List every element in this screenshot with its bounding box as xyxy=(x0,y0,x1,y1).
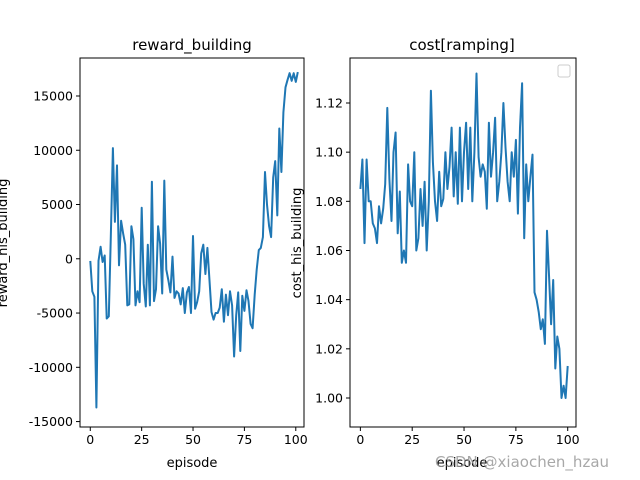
series-line xyxy=(359,72,569,399)
legend-box xyxy=(557,64,571,78)
y-tick-label: 15000 xyxy=(33,88,73,103)
watermark: CSDN @xiaochen_hzau xyxy=(435,453,609,472)
plot-frame xyxy=(79,57,305,428)
x-tick-label: 50 xyxy=(456,432,472,447)
x-tick-label: 75 xyxy=(508,432,524,447)
y-tick-label: 10000 xyxy=(33,143,73,158)
x-axis-label: episode xyxy=(167,456,218,471)
chart-title: reward_building xyxy=(132,36,252,55)
x-tick-label: 25 xyxy=(134,432,150,447)
y-tick-label: 1.10 xyxy=(315,145,343,160)
series-group xyxy=(359,72,569,399)
tick-group: 0 25 50 75 100 -15000 -10000 -5000 0 5000 10000 150… xyxy=(29,88,308,447)
chart-title: cost[ramping] xyxy=(409,36,515,54)
chart-reward-building: reward_building episode reward_his_build… xyxy=(0,36,308,471)
y-tick-label: 5000 xyxy=(41,197,73,212)
y-tick-label: 1.06 xyxy=(315,243,343,258)
x-tick-label: 50 xyxy=(185,432,201,447)
x-tick-label: 100 xyxy=(284,432,308,447)
x-tick-label: 75 xyxy=(236,432,252,447)
y-tick-label: 1.00 xyxy=(315,390,343,405)
y-tick-label: -15000 xyxy=(29,414,73,429)
x-axis-label: episode xyxy=(437,456,488,471)
y-axis-label: reward_his_building xyxy=(0,179,11,308)
y-axis-label: cost_his_building xyxy=(290,188,305,299)
chart-cost-ramping: cost[ramping] episode cost_his_building … xyxy=(290,36,580,471)
series-line xyxy=(89,71,299,409)
y-tick-label: -10000 xyxy=(29,360,73,375)
y-tick-label: 1.02 xyxy=(315,341,343,356)
y-tick-label: -5000 xyxy=(37,306,73,321)
y-tick-label: 0 xyxy=(65,251,73,266)
x-tick-label: 100 xyxy=(556,432,580,447)
plot-frame xyxy=(349,57,577,428)
y-tick-label: 1.08 xyxy=(315,194,343,209)
series-group xyxy=(89,71,299,409)
x-tick-label: 25 xyxy=(404,432,420,447)
x-tick-label: 0 xyxy=(356,432,364,447)
x-tick-label: 0 xyxy=(86,432,94,447)
y-tick-label: 1.12 xyxy=(315,95,343,110)
tick-group: 0 25 50 75 100 1.00 1.02 1.04 1.06 1.08 1.10 1.12 xyxy=(315,95,580,447)
y-tick-label: 1.04 xyxy=(315,292,343,307)
